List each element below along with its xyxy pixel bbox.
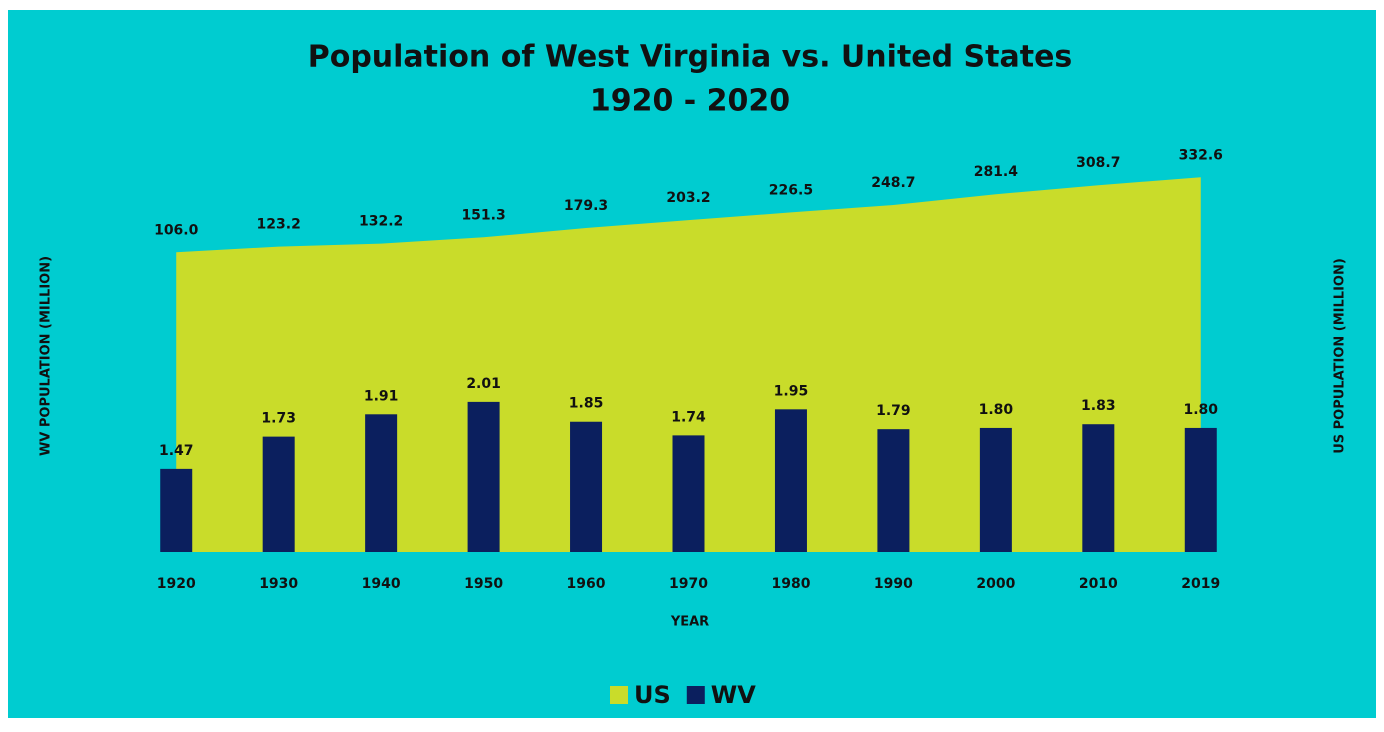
data-label: 179.3: [564, 198, 608, 214]
data-label: 1.80: [979, 402, 1014, 418]
chart-title: Population of West Virginia vs. United S…: [308, 40, 1073, 75]
data-label: 226.5: [769, 182, 813, 198]
data-label: 1.80: [1183, 402, 1218, 418]
bar: [262, 436, 295, 552]
legend-swatch: [686, 686, 705, 704]
bar: [1082, 424, 1115, 552]
legend-label: WV: [711, 681, 756, 709]
x-tick-label: 1990: [874, 576, 913, 592]
x-tick-label: 1960: [567, 576, 606, 592]
data-label: 1.74: [671, 409, 706, 425]
data-label: 281.4: [974, 164, 1019, 180]
x-tick-label: 1940: [362, 576, 401, 592]
bar: [160, 468, 193, 552]
data-label: 248.7: [871, 175, 915, 191]
x-tick-label: 1980: [771, 576, 810, 592]
data-label: 1.91: [364, 388, 399, 404]
data-label: 132.2: [359, 214, 403, 230]
data-label: 308.7: [1076, 155, 1120, 171]
y2-axis-label: US POPULATION (MILLION): [1333, 258, 1348, 454]
x-axis-label: YEAR: [670, 615, 709, 630]
x-tick-label: 2019: [1181, 576, 1220, 592]
x-tick-label: 1920: [157, 576, 196, 592]
data-label: 151.3: [461, 207, 505, 223]
data-label: 1.95: [774, 383, 809, 399]
data-label: 1.79: [876, 403, 911, 419]
bar: [774, 409, 807, 552]
bar: [877, 429, 910, 552]
y-axis-label: WV POPULATION (MILLION): [39, 256, 54, 456]
bar: [672, 435, 705, 552]
x-tick-label: 1930: [259, 576, 298, 592]
bar: [979, 427, 1012, 552]
bar: [467, 401, 500, 552]
area: [176, 177, 1201, 553]
x-tick-label: 1950: [464, 576, 503, 592]
data-label: 203.2: [666, 190, 710, 206]
legend-label: US: [634, 681, 671, 709]
bar: [570, 421, 603, 552]
x-tick-label: 2000: [976, 576, 1015, 592]
bar: [365, 414, 398, 552]
x-tick-label: 1970: [669, 576, 708, 592]
data-label: 2.01: [466, 376, 501, 392]
data-label: 332.6: [1179, 147, 1223, 163]
data-label: 1.85: [569, 396, 604, 412]
data-label: 106.0: [154, 222, 199, 238]
legend-swatch: [610, 686, 628, 704]
bar: [1184, 427, 1217, 552]
data-label: 1.83: [1081, 398, 1116, 414]
data-label: 1.47: [159, 443, 194, 459]
x-tick-label: 2010: [1079, 576, 1118, 592]
chart-title: 1920 - 2020: [590, 84, 790, 119]
data-label: 123.2: [257, 217, 301, 233]
data-label: 1.73: [261, 411, 296, 427]
